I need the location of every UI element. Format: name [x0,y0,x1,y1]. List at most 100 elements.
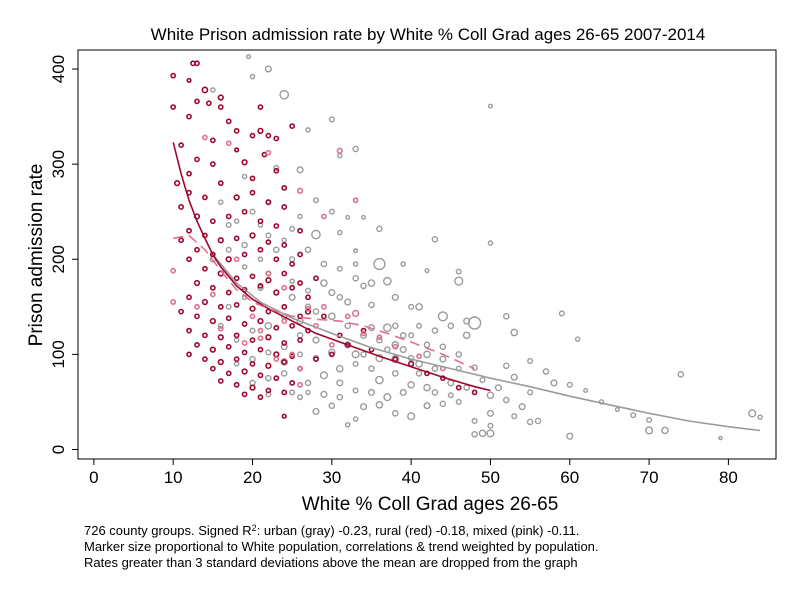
urban-point [336,379,344,387]
urban-point [566,381,573,388]
urban-point [320,279,328,287]
rural-point [241,391,248,398]
urban-point [454,276,464,286]
rural-point [249,132,256,139]
rural-point [233,332,240,339]
mixed-point [265,270,272,277]
mixed-point [344,313,351,320]
rural-point [273,256,280,263]
mixed-point [297,365,303,372]
rural-point [249,189,256,196]
rural-point [170,72,177,79]
rural-point [186,227,192,234]
rural-point [241,159,248,166]
urban-point [312,407,320,416]
urban-point [265,232,272,239]
note-summary: 726 county groups. Signed R2: urban (gra… [84,523,579,538]
urban-point [486,391,495,400]
rural-point [297,280,303,286]
rural-point [178,237,184,244]
urban-point [550,379,558,387]
urban-point [368,365,375,372]
rural-point [289,380,296,386]
rural-point [281,303,288,310]
urban-point [264,322,273,330]
urban-point [328,288,336,297]
urban-point [408,332,415,339]
urban-point [304,246,312,254]
rural-point [225,370,232,377]
urban-point [391,410,399,417]
urban-point [336,229,343,236]
mixed-point [257,327,264,334]
rural-point [281,413,287,419]
urban-point [217,199,224,205]
urban-point [345,214,351,220]
rural-point [194,313,200,320]
rural-point [186,113,192,120]
urban-point [280,343,288,351]
rural-point [281,270,288,277]
rural-point [241,208,248,215]
rural-point [265,334,272,341]
urban-point [241,241,248,249]
rural-point [201,86,209,94]
urban-point [439,400,447,408]
urban-point [534,417,542,425]
rural-point [265,132,272,139]
rural-point [234,147,240,153]
rural-point [249,384,256,391]
urban-point [383,276,392,286]
urban-point [518,403,526,411]
urban-point [373,257,386,271]
urban-point [447,392,454,399]
rural-point [225,118,232,125]
rural-point [257,372,264,379]
note-summary-text: 726 county groups. Signed R [84,523,252,538]
urban-point [279,89,290,100]
x-tick-label: 60 [560,468,579,487]
urban-point [391,370,399,377]
urban-point [416,322,423,329]
rural-point [205,100,212,107]
rural-point [265,277,272,284]
rural-point [186,327,192,334]
rural-point [289,261,296,267]
urban-point [503,362,510,370]
rural-point [178,308,184,315]
urban-point [407,412,416,421]
mixed-point [233,256,240,263]
rural-point [202,265,208,272]
urban-point [574,336,581,342]
rural-point [281,204,288,210]
rural-point [186,77,192,84]
rural-point [273,289,280,296]
urban-point [383,393,392,402]
urban-point [273,164,280,171]
rural-point [233,275,240,282]
urban-point [503,313,510,320]
urban-point [320,390,328,398]
rural-point [225,315,232,322]
rural-point [289,284,296,291]
urban-point [399,332,407,339]
urban-point [645,426,654,435]
urban-point [526,418,534,426]
urban-point [344,421,351,428]
urban-point [583,387,589,394]
urban-point [367,279,376,287]
urban-point [510,328,519,337]
urban-point [289,225,296,232]
urban-point [312,197,319,204]
rural-point [241,368,248,375]
urban-point [246,54,252,60]
rural-point [233,194,240,201]
mixed-point [225,140,232,147]
rural-point [281,185,288,191]
urban-point [646,416,653,424]
urban-point [304,379,312,387]
urban-point [272,246,280,254]
urban-point [462,331,471,340]
rural-point [209,161,216,168]
rural-point [193,279,201,287]
